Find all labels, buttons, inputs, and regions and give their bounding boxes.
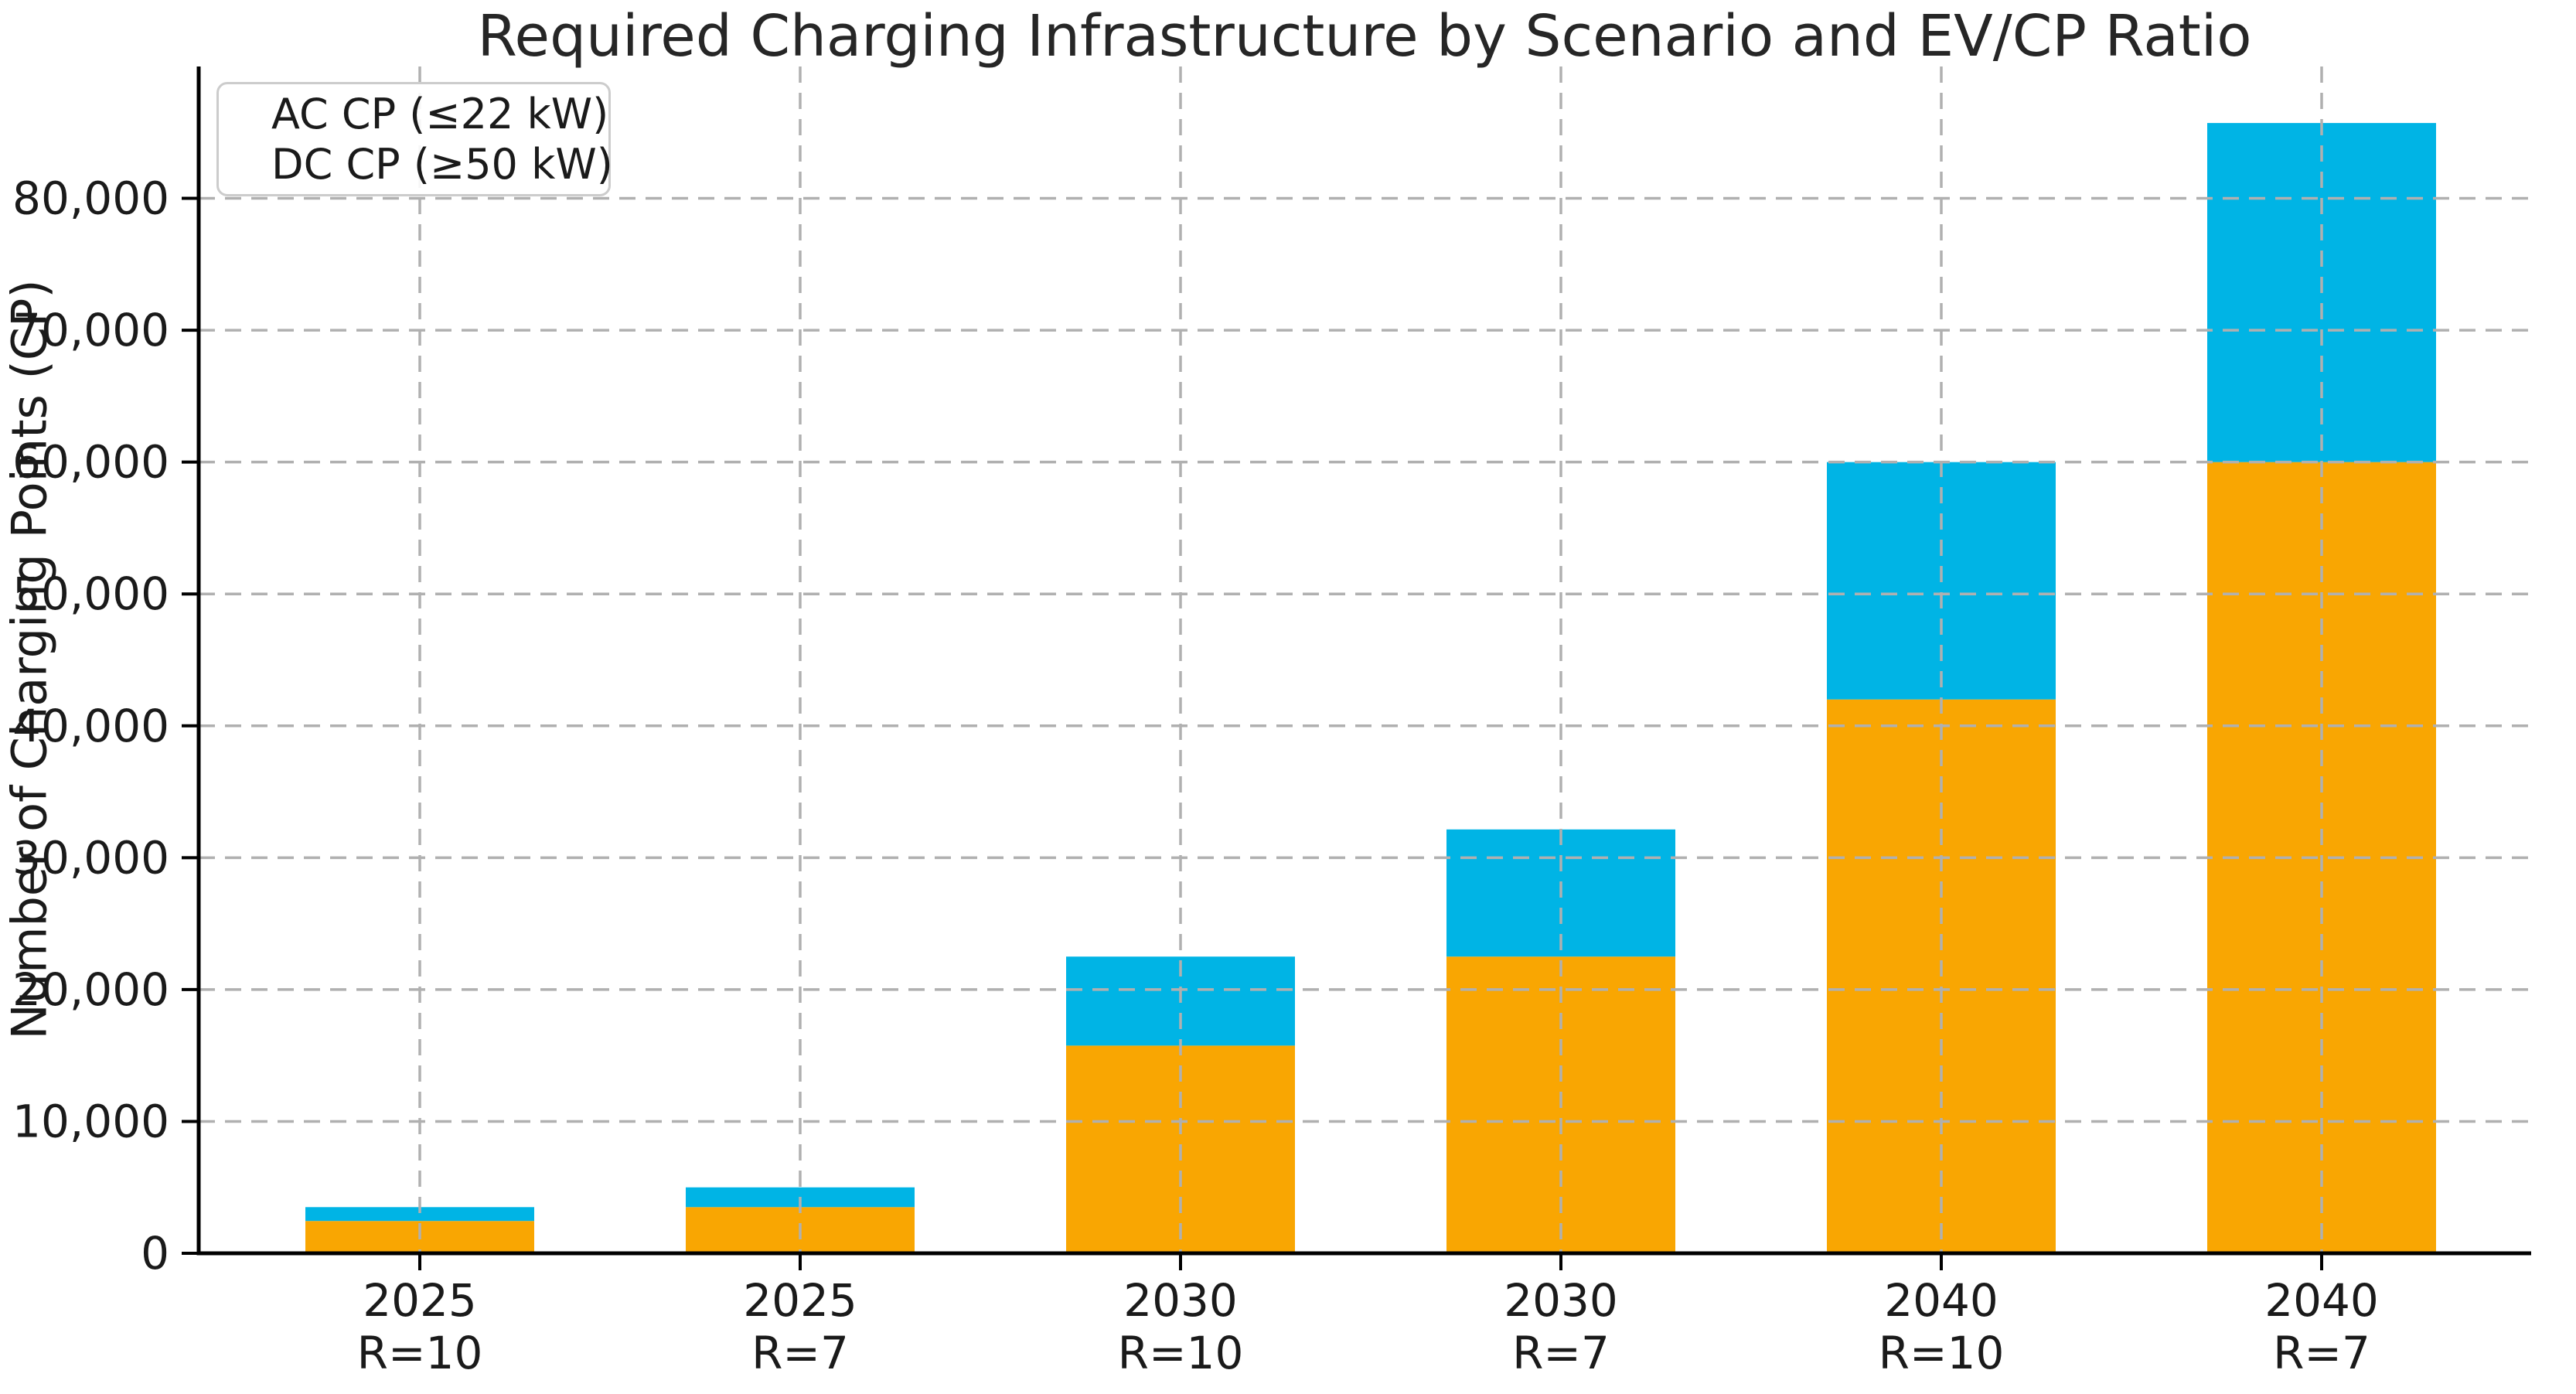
- y-tick-label: 50,000: [12, 567, 169, 620]
- y-tick-label: 40,000: [12, 700, 169, 752]
- x-tick-year: 2040: [1884, 1274, 1998, 1327]
- x-tick-ratio: R=10: [357, 1327, 483, 1379]
- legend-label-ac: AC CP (≤22 kW): [271, 90, 609, 139]
- y-tick-label: 0: [141, 1227, 169, 1280]
- y-tick-label: 70,000: [12, 304, 169, 356]
- y-tick-label: 60,000: [12, 436, 169, 489]
- legend-item-dc: DC CP (≥50 kW): [244, 140, 613, 189]
- y-tick-label: 20,000: [12, 963, 169, 1016]
- legend: AC CP (≤22 kW) DC CP (≥50 kW): [216, 82, 613, 196]
- x-tick-ratio: R=7: [1512, 1327, 1610, 1379]
- chart-title: Required Charging Infrastructure by Scen…: [477, 3, 2252, 70]
- x-tick-year: 2040: [2264, 1274, 2379, 1327]
- x-tick-year: 2025: [363, 1274, 477, 1327]
- x-tick-year: 2030: [1504, 1274, 1618, 1327]
- x-tick-year: 2030: [1123, 1274, 1238, 1327]
- legend-label-dc: DC CP (≥50 kW): [271, 139, 613, 189]
- x-tick-ratio: R=10: [1879, 1327, 2005, 1379]
- x-tick-ratio: R=7: [2273, 1327, 2370, 1379]
- x-tick-ratio: R=7: [751, 1327, 849, 1379]
- legend-item-ac: AC CP (≤22 kW): [244, 90, 608, 138]
- y-tick-label: 80,000: [12, 172, 169, 225]
- x-tick-year: 2025: [743, 1274, 857, 1327]
- x-tick-ratio: R=10: [1118, 1327, 1244, 1379]
- y-tick-label: 10,000: [12, 1095, 169, 1147]
- bar-segment-dc: [305, 1207, 534, 1222]
- y-tick-label: 30,000: [12, 831, 169, 884]
